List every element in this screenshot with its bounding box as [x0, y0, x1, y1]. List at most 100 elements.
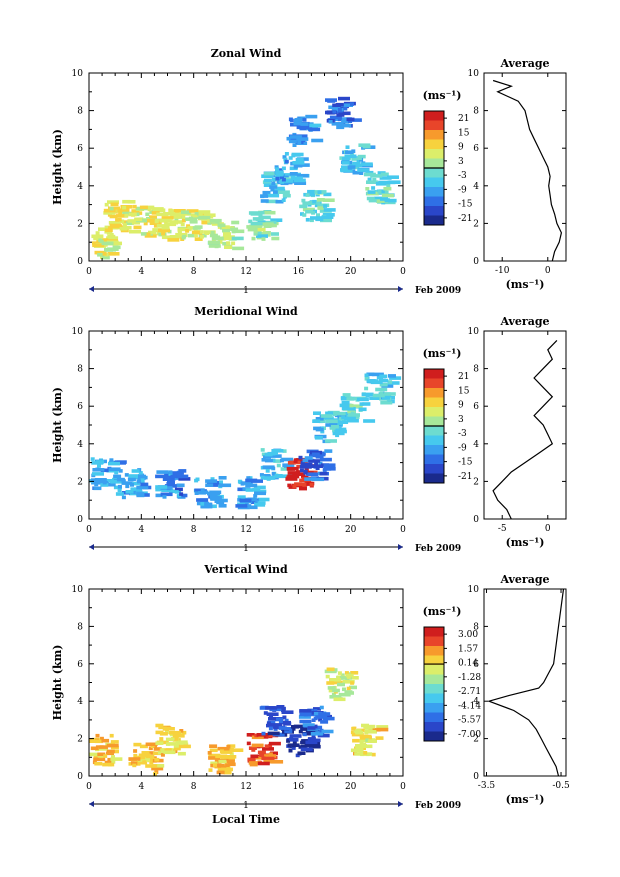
heatmap-cell	[93, 757, 106, 762]
heatmap-cell	[289, 118, 294, 123]
heatmap-cell	[191, 230, 200, 235]
heatmap-cell	[304, 475, 309, 479]
heatmap-cell	[209, 744, 218, 748]
colorbar-swatch	[424, 196, 444, 207]
heatmap-cell	[289, 172, 298, 176]
heatmap-cell	[224, 755, 237, 759]
heatmap-cell	[344, 154, 357, 159]
heatmap-cell	[133, 742, 142, 747]
heatmap-cell	[342, 680, 355, 684]
heatmap-cell	[270, 218, 283, 222]
heatmap-cell	[149, 210, 154, 214]
colorbar-tick-label: -9	[458, 185, 467, 195]
heatmap-cell	[258, 215, 271, 220]
heatmap-cell	[319, 471, 328, 476]
heatmap-cell	[217, 746, 230, 751]
heatmap-cell	[100, 483, 109, 487]
heatmap-cell	[281, 710, 294, 714]
heatmap-cell	[180, 222, 185, 227]
heatmap-cell	[351, 726, 356, 731]
heatmap-cell	[149, 760, 154, 765]
x-tick-label: 12	[240, 267, 251, 277]
heatmap-cell	[377, 190, 382, 194]
heatmap-cell	[383, 392, 396, 396]
heatmap-cell	[210, 477, 215, 481]
colorbar-swatch	[424, 388, 444, 398]
heatmap-cell	[322, 426, 326, 430]
colorbar-swatch	[424, 464, 444, 474]
heatmap-cell	[309, 218, 314, 223]
heatmap-cell	[325, 674, 330, 679]
heatmap-cell	[309, 123, 322, 128]
heatmap-cell	[94, 761, 103, 766]
heatmap-cell	[110, 202, 119, 207]
heatmap-cell	[187, 226, 196, 230]
heatmap-cell	[275, 177, 280, 181]
heatmap-cell	[260, 475, 265, 480]
heatmap-cell	[317, 190, 322, 194]
heatmap-cell	[231, 757, 235, 762]
y-tick-label: 2	[77, 735, 83, 745]
heatmap-cell	[204, 502, 213, 507]
heatmap-cell	[268, 716, 276, 721]
heatmap-cell	[319, 457, 332, 462]
heatmap-cell	[349, 403, 354, 408]
heatmap-cell	[331, 122, 344, 126]
heatmap-cell	[137, 755, 146, 760]
heatmap-cell	[155, 485, 168, 489]
heatmap-cell	[299, 486, 307, 491]
average-y-tick-label: 2	[473, 219, 479, 229]
heatmap-cell	[153, 771, 158, 776]
heatmap-cell	[181, 218, 186, 223]
colorbar-swatch	[424, 435, 444, 446]
heatmap-cell	[277, 190, 290, 194]
heatmap-cell	[314, 461, 319, 465]
heatmap-cell	[220, 750, 233, 754]
colorbar-swatch	[424, 426, 444, 436]
heatmap-cell	[304, 456, 313, 460]
heatmap-cell	[115, 214, 128, 218]
colorbar-swatch	[424, 120, 444, 131]
heatmap-cell	[240, 481, 253, 485]
heatmap-cell	[289, 135, 302, 139]
heatmap-cell	[251, 743, 264, 748]
heatmap-cell	[102, 480, 107, 485]
heatmap-cell	[106, 231, 111, 235]
heatmap-cell	[283, 173, 296, 177]
heatmap-cell	[335, 433, 340, 438]
colorbar-tick-label: -4.14	[458, 701, 481, 711]
heatmap-cell	[208, 753, 221, 758]
heatmap-cell	[347, 165, 356, 169]
heatmap-cell	[380, 197, 388, 201]
heatmap-cell	[103, 754, 108, 758]
heatmap-cell	[350, 671, 359, 675]
heatmap-cell	[342, 393, 351, 397]
heatmap-cell	[288, 139, 297, 144]
date-label: Feb 2009	[415, 544, 461, 554]
heatmap-cell	[150, 744, 155, 748]
heatmap-cell	[375, 736, 384, 740]
y-tick-label: 10	[72, 69, 84, 79]
heatmap-cell	[308, 738, 321, 743]
heatmap-cell	[379, 374, 388, 379]
heatmap-cell	[216, 770, 225, 775]
y-tick-label: 10	[72, 585, 84, 595]
y-tick-label: 0	[77, 772, 83, 782]
heatmap-cell	[380, 400, 393, 405]
heatmap-cell	[363, 172, 376, 177]
heatmap-cell	[301, 474, 305, 478]
heatmap-cell	[299, 719, 312, 724]
day-line-start-marker	[89, 801, 94, 807]
heatmap-cell	[135, 760, 148, 765]
heatmap-cell	[258, 215, 263, 219]
heatmap-cell	[208, 483, 221, 487]
heatmap-cell	[282, 449, 287, 453]
heatmap-cell	[121, 481, 134, 485]
heatmap-cell	[280, 175, 284, 179]
colorbar-swatch	[424, 111, 444, 121]
heatmap-cell	[339, 123, 352, 128]
heatmap-cell	[125, 490, 134, 494]
y-tick-label: 6	[77, 402, 83, 412]
heatmap-cell	[302, 484, 307, 489]
